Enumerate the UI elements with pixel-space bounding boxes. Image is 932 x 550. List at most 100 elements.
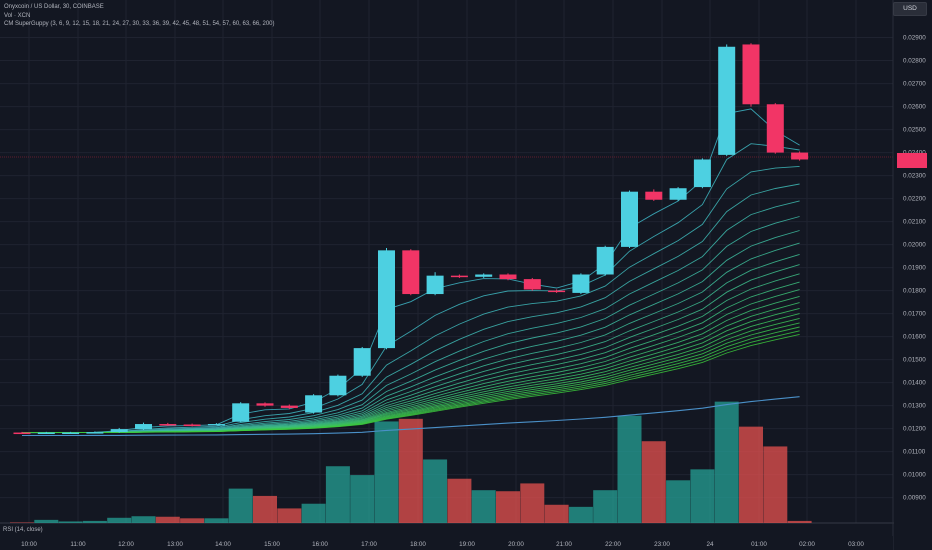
candle-body [669, 188, 687, 200]
price-axis-background [894, 0, 932, 550]
volume-bar [520, 483, 545, 523]
candle-body [62, 432, 80, 435]
volume-legend[interactable]: Vol · XCN [4, 12, 31, 19]
candle-body [86, 432, 104, 434]
volume-bar [787, 520, 812, 523]
candle-body [402, 250, 420, 295]
candle-body [135, 424, 152, 430]
volume-bar [10, 522, 34, 523]
guppy-ema-line [22, 322, 800, 434]
ema-200-line [22, 396, 800, 437]
price-tick-label: 0.02500 [903, 127, 926, 134]
price-tick-label: 0.01600 [903, 334, 926, 341]
time-tick-label: 21:00 [556, 541, 572, 548]
price-tick-label: 0.01800 [903, 288, 926, 295]
volume-bar [180, 518, 205, 523]
price-tick-label: 0.01100 [903, 449, 926, 456]
time-axis[interactable]: 10:00 11:00 12:00 13:00 14:00 15:00 16:00 17:00… [0, 536, 893, 550]
candle-body [621, 191, 638, 247]
candles [13, 43, 809, 435]
volume-bar [325, 466, 350, 523]
time-tick-label: 03:00 [848, 541, 864, 548]
candle-body [13, 432, 31, 435]
price-tick-label: 0.01700 [903, 311, 926, 318]
volume-bar [58, 521, 83, 523]
candle-body [329, 375, 347, 396]
volume-bar [398, 418, 423, 523]
candle-body [110, 429, 128, 433]
volume-bar [666, 480, 691, 523]
volume-bar [617, 415, 642, 523]
price-tick-label: 0.01900 [903, 265, 926, 272]
volume-bar [34, 519, 59, 523]
time-tick-label: 23:00 [654, 541, 670, 548]
volume-bar [301, 503, 326, 523]
chart-legend: Onyxcoin / US Dollar, 30, COINBASE Vol ·… [4, 3, 275, 29]
volume-bar [82, 520, 107, 523]
candle-body [353, 348, 371, 376]
price-tick-label: 0.01300 [903, 403, 926, 410]
volume-bar [641, 441, 666, 523]
candle-body [183, 424, 201, 426]
price-tick-label: 0.01000 [903, 472, 926, 479]
volume-bar [204, 518, 229, 523]
guppy-legend[interactable]: CM SuperGuppy (3, 6, 9, 12, 15, 18, 21, … [4, 21, 275, 27]
price-tick-label: 0.02300 [903, 173, 926, 180]
volume-bar [350, 475, 375, 523]
volume-bar [423, 459, 448, 523]
volume-bar [496, 491, 520, 523]
price-tick-label: 0.02100 [903, 219, 926, 226]
volume-bar [131, 516, 156, 523]
candle-body [742, 44, 760, 105]
candle-body [693, 159, 711, 188]
price-tick-label: 0.02700 [903, 81, 926, 88]
candle-body [499, 274, 517, 280]
time-tick-label: 01:00 [751, 541, 767, 548]
guppy-ema-line [22, 165, 800, 434]
candle-body [378, 250, 395, 349]
price-tick-label: 0.02600 [903, 104, 926, 111]
time-tick-label: 16:00 [312, 541, 328, 548]
volume-bar [374, 421, 399, 523]
volume-bar [568, 506, 593, 523]
candle-body [305, 395, 323, 413]
candle-body [207, 424, 225, 426]
time-tick-label: 24 [706, 541, 714, 548]
candle-body [232, 403, 250, 422]
candle-body [159, 424, 177, 426]
rsi-legend[interactable]: RSI (14, close) [3, 527, 43, 533]
price-tick-label: 0.02200 [903, 196, 926, 203]
currency-button[interactable]: USD [893, 2, 927, 16]
volume-bars [10, 401, 812, 523]
time-tick-label: 13:00 [167, 541, 183, 548]
symbol-title[interactable]: Onyxcoin / US Dollar, 30, COINBASE [4, 4, 104, 10]
time-tick-label: 22:00 [605, 541, 621, 548]
price-tick-label: 0.01500 [903, 357, 926, 364]
candle-body [280, 405, 298, 408]
price-tick-label: 0.00900 [903, 495, 926, 502]
price-tick-label: 0.02900 [903, 35, 926, 42]
candle-body [572, 274, 590, 293]
guppy-ema-line [22, 333, 800, 434]
price-tick-label: 0.01200 [903, 426, 926, 433]
time-tick-label: 14:00 [215, 541, 231, 548]
volume-bar [277, 508, 302, 523]
volume-bar [471, 490, 496, 523]
candle-body [37, 432, 55, 435]
candle-body [791, 152, 809, 160]
volume-bar [228, 488, 253, 523]
price-axis[interactable]: 0.029000.028000.027000.026000.025000.024… [894, 0, 932, 550]
guppy-ema-line [22, 330, 800, 434]
candle-body [596, 246, 614, 275]
time-tick-label: 11:00 [70, 541, 86, 548]
candle-body [523, 279, 541, 290]
volume-bar [690, 469, 715, 523]
volume-bar [714, 401, 739, 523]
guppy-ema-line [22, 326, 800, 434]
volume-bar [253, 495, 277, 523]
time-axis-background [0, 536, 893, 550]
time-tick-label: 02:00 [799, 541, 815, 548]
last-price-tag [897, 153, 927, 168]
guppy-ribbon [21, 108, 800, 437]
